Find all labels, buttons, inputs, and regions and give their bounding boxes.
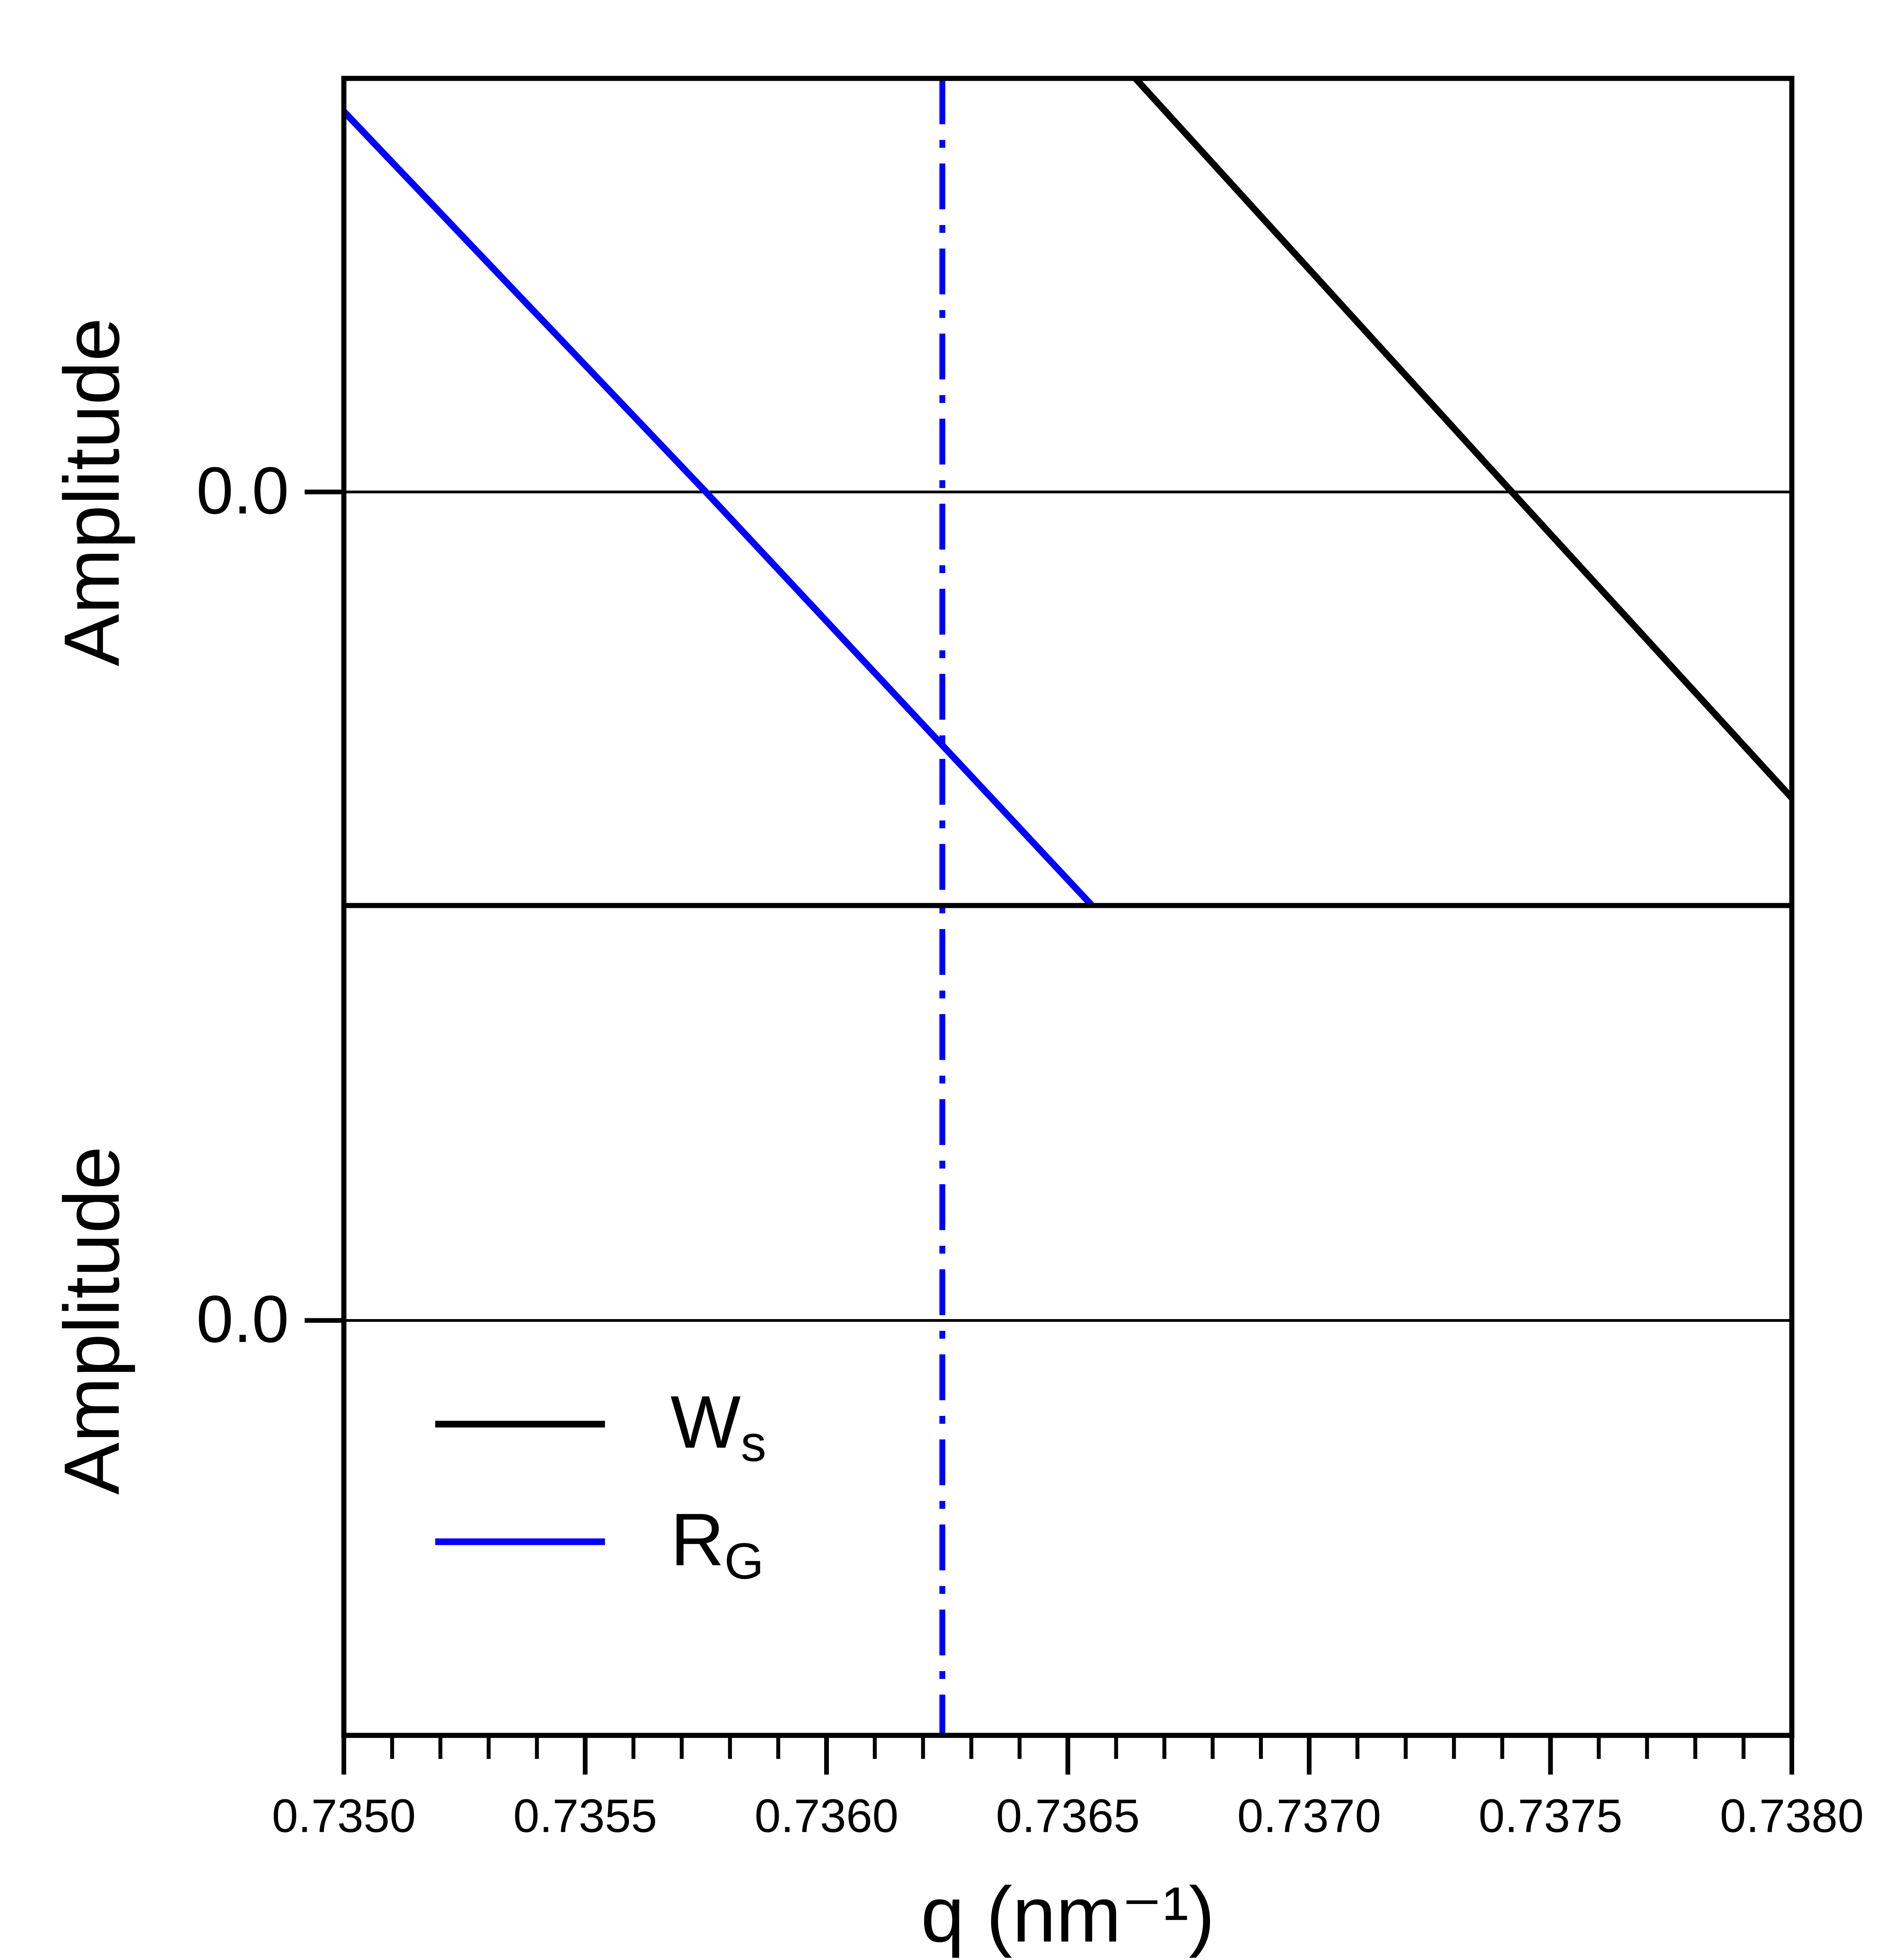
- x-tick-label: 0.7380: [1720, 1790, 1864, 1842]
- legend-subscript: G: [724, 1532, 764, 1590]
- y-tick-label: 0.0: [196, 1282, 289, 1356]
- legend-label: Ws: [670, 1381, 766, 1472]
- y-axis-label: Amplitude: [48, 318, 136, 666]
- legend-label: RG: [670, 1498, 764, 1590]
- x-tick-label: 0.7375: [1479, 1790, 1622, 1842]
- x-tick-label: 0.7355: [513, 1790, 657, 1842]
- x-axis-label: q (nm⁻¹): [921, 1871, 1215, 1958]
- x-tick-label: 0.7370: [1237, 1790, 1381, 1842]
- series-line: [344, 109, 1095, 906]
- x-tick-label: 0.7350: [272, 1790, 416, 1842]
- series-line: [1133, 78, 1792, 800]
- legend-subscript: s: [741, 1415, 766, 1472]
- legend-name: W: [670, 1381, 741, 1464]
- x-tick-label: 0.7365: [996, 1790, 1140, 1842]
- y-tick-label: 0.0: [196, 454, 289, 528]
- y-axis-label: Amplitude: [48, 1146, 136, 1495]
- legend-name: R: [670, 1498, 724, 1581]
- x-tick-label: 0.7360: [754, 1790, 898, 1842]
